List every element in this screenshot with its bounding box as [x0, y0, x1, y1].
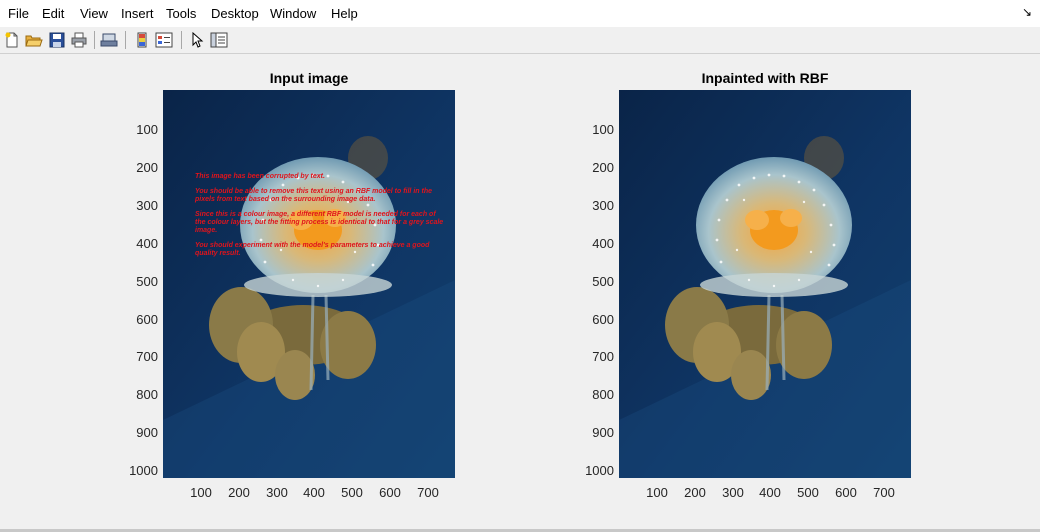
menu-file[interactable]: File [8, 6, 29, 21]
y-tick-label: 400 [592, 236, 614, 251]
y-tick-label: 300 [592, 198, 614, 213]
x-tick-label: 700 [873, 485, 895, 500]
figure-toolbar [0, 27, 1040, 54]
y-tick-label: 1000 [129, 463, 158, 478]
y-tick-label: 500 [136, 274, 158, 289]
x-tick-label: 200 [228, 485, 250, 500]
menu-help[interactable]: Help [331, 6, 358, 21]
y-tick-label: 200 [592, 160, 614, 175]
y-tick-label: 800 [136, 387, 158, 402]
y-tick-label: 100 [592, 122, 614, 137]
y-tick-label: 600 [136, 312, 158, 327]
x-tick-label: 300 [266, 485, 288, 500]
y-tick-label: 1000 [585, 463, 614, 478]
jellyfish-image-input [163, 90, 455, 478]
print-icon[interactable] [69, 30, 89, 50]
axes-title-input: Input image [269, 70, 349, 86]
axes-title-inpainted: Inpainted with RBF [701, 70, 829, 86]
y-tick-label: 700 [592, 349, 614, 364]
insert-legend-icon[interactable] [154, 30, 174, 50]
jellyfish-image-inpainted [619, 90, 911, 478]
x-tick-label: 600 [835, 485, 857, 500]
x-tick-label: 600 [379, 485, 401, 500]
x-tick-label: 700 [417, 485, 439, 500]
new-figure-icon[interactable] [2, 30, 22, 50]
overlay-paragraph: This image has been corrupted by text. [195, 173, 325, 180]
x-tick-label: 300 [722, 485, 744, 500]
print-preview-icon[interactable] [99, 30, 119, 50]
y-tick-label: 600 [592, 312, 614, 327]
y-tick-label: 900 [136, 425, 158, 440]
x-tick-label: 500 [797, 485, 819, 500]
y-tick-label: 200 [136, 160, 158, 175]
overlay-paragraph: You should be able to remove this text u… [195, 188, 432, 203]
inpainted-image[interactable] [619, 90, 911, 478]
menu-bar: File Edit View Insert Tools Desktop Wind… [0, 0, 1040, 28]
dock-arrow-icon[interactable]: ↘ [1021, 5, 1032, 19]
overlay-paragraph: You should experiment with the model's p… [195, 242, 430, 257]
open-file-icon[interactable] [24, 30, 44, 50]
menu-edit[interactable]: Edit [42, 6, 65, 21]
menu-insert[interactable]: Insert [121, 6, 154, 21]
save-icon[interactable] [47, 30, 67, 50]
y-tick-label: 700 [136, 349, 158, 364]
y-tick-label: 900 [592, 425, 614, 440]
x-tick-label: 400 [759, 485, 781, 500]
corrupting-text-overlay: This image has been corrupted by text. Y… [195, 173, 445, 265]
input-image[interactable]: This image has been corrupted by text. Y… [163, 90, 455, 478]
y-tick-label: 400 [136, 236, 158, 251]
y-tick-label: 500 [592, 274, 614, 289]
insert-colorbar-icon[interactable] [132, 30, 152, 50]
toolbar-separator [181, 31, 182, 49]
menu-view[interactable]: View [80, 6, 108, 21]
x-tick-label: 500 [341, 485, 363, 500]
y-tick-label: 800 [592, 387, 614, 402]
menu-desktop[interactable]: Desktop [211, 6, 259, 21]
window-bottom-border [0, 529, 1040, 532]
menu-window[interactable]: Window [270, 6, 317, 21]
property-inspector-icon[interactable] [209, 30, 229, 50]
x-tick-label: 100 [646, 485, 668, 500]
menu-tools[interactable]: Tools [166, 6, 197, 21]
x-tick-label: 100 [190, 485, 212, 500]
y-tick-label: 300 [136, 198, 158, 213]
x-tick-label: 400 [303, 485, 325, 500]
x-tick-label: 200 [684, 485, 706, 500]
overlay-paragraph: Since this is a colour image, a differen… [195, 211, 444, 234]
y-tick-label: 100 [136, 122, 158, 137]
edit-plot-icon[interactable] [187, 30, 207, 50]
toolbar-separator [94, 31, 95, 49]
toolbar-separator [125, 31, 126, 49]
